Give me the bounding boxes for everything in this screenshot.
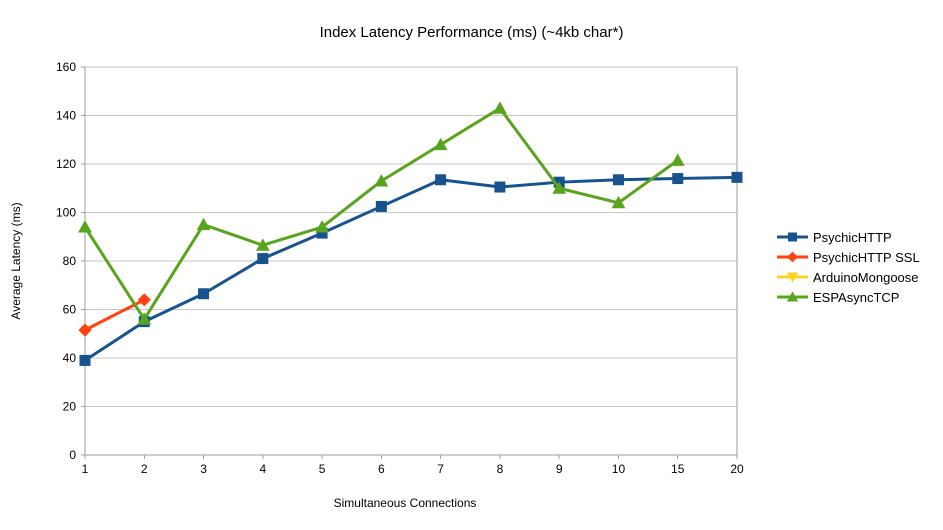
marker-triangle-up	[670, 153, 685, 166]
legend-swatch-diamond-icon	[777, 251, 808, 263]
series-line	[84, 175, 738, 362]
marker-diamond	[137, 293, 151, 307]
legend-item-psychichttp: PsychicHTTP	[777, 227, 920, 247]
marker-triangle-up	[786, 291, 799, 302]
x-tick-label: 9	[556, 462, 563, 476]
marker-diamond	[787, 251, 798, 263]
y-tick-label: 0	[69, 448, 76, 462]
legend-label: ESPAsyncTCP	[813, 289, 900, 305]
legend: PsychicHTTP PsychicHTTP SSL ArduinoMongoos…	[777, 227, 920, 307]
marker-triangle-up	[433, 137, 448, 151]
x-tick-label: 5	[319, 462, 326, 476]
marker-square	[375, 200, 387, 212]
marker-square	[79, 354, 91, 366]
marker-square	[198, 288, 210, 300]
marker-square	[672, 173, 684, 185]
marker-triangle-up	[78, 220, 92, 233]
marker-square	[731, 171, 743, 183]
y-axis-title: Average Latency (ms)	[9, 202, 23, 320]
legend-item-espasynctcp: ESPAsyncTCP	[777, 287, 920, 307]
marker-triangle-up	[611, 195, 626, 209]
legend-swatch-square-icon	[777, 232, 808, 242]
y-tick-label: 140	[56, 109, 76, 123]
marker-square	[788, 232, 797, 242]
y-tick-label: 40	[63, 351, 77, 365]
marker-triangle-up	[196, 217, 211, 231]
x-tick-label: 6	[378, 462, 385, 476]
chart-title: Index Latency Performance (ms) (~4kb cha…	[319, 24, 624, 41]
x-tick-label: 20	[730, 462, 744, 476]
marker-square	[435, 174, 447, 186]
x-tick-label: 1	[82, 462, 89, 476]
marker-triangle-up	[374, 174, 389, 187]
y-tick-label: 160	[56, 60, 76, 74]
legend-label: ArduinoMongoose	[813, 269, 919, 285]
marker-square	[316, 227, 328, 239]
series-espasynctcp	[78, 101, 685, 325]
marker-diamond	[78, 323, 92, 337]
marker-triangle-up	[255, 238, 270, 251]
x-tick-label: 2	[141, 462, 148, 476]
legend-swatch-triangle-up-icon	[777, 291, 808, 302]
series-psychichttp	[79, 171, 743, 366]
x-tick-label: 7	[437, 462, 444, 476]
y-tick-label: 100	[56, 206, 76, 220]
marker-triangle-up	[315, 220, 329, 233]
legend-item-arduinomongoose: ArduinoMongoose	[777, 267, 920, 287]
x-tick-label: 10	[612, 462, 626, 476]
x-tick-label: 15	[671, 462, 685, 476]
legend-label: PsychicHTTP SSL	[813, 249, 920, 265]
marker-triangle-up	[137, 312, 152, 325]
legend-item-psychichttp-ssl: PsychicHTTP SSL	[777, 247, 920, 267]
y-tick-label: 60	[63, 303, 77, 317]
y-tick-label: 80	[63, 254, 77, 268]
legend-label: PsychicHTTP	[813, 229, 892, 245]
marker-triangle-down	[786, 272, 799, 283]
marker-square	[612, 174, 624, 186]
x-tick-label: 4	[259, 462, 266, 476]
x-axis-title: Simultaneous Connections	[333, 496, 477, 510]
marker-square	[494, 181, 506, 193]
marker-square	[257, 253, 269, 265]
x-tick-label: 8	[497, 462, 504, 476]
x-tick-label: 3	[200, 462, 207, 476]
series-line	[83, 106, 679, 321]
legend-swatch-triangle-down-icon	[777, 272, 808, 283]
marker-triangle-up	[552, 181, 567, 194]
y-tick-label: 120	[56, 157, 76, 171]
marker-triangle-up	[493, 101, 507, 114]
y-tick-label: 20	[63, 400, 77, 414]
